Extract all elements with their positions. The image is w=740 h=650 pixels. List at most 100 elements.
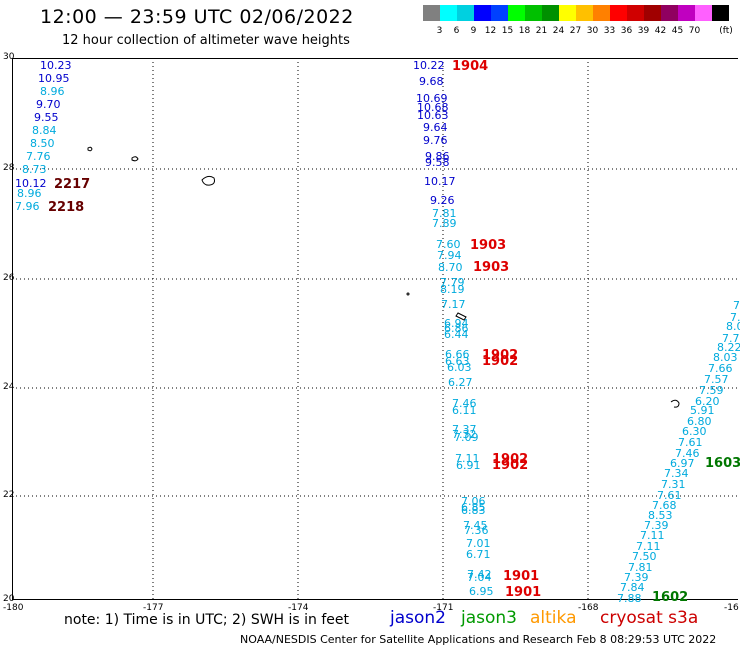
wave-height-label: 10.68 (417, 101, 449, 114)
wave-height-label: 6.80 (687, 415, 712, 428)
lon-label: -174 (288, 603, 309, 613)
time-tag-label: 1903 (470, 238, 507, 253)
scale-label: 3 (436, 26, 443, 36)
wave-height-label: 7.59 (699, 384, 724, 397)
wave-height-label: 7.46 (452, 397, 477, 410)
wave-height-label: 6.27 (448, 376, 473, 389)
time-tag-label: 1902 (482, 348, 519, 363)
wave-height-label: 10.17 (424, 175, 456, 188)
time-tag-label: 1904 (452, 59, 489, 74)
wave-height-label: 7. (730, 311, 740, 324)
scale-swatch (627, 5, 644, 21)
island-shape (87, 146, 93, 152)
footer-note: note: 1) Time is in UTC; 2) SWH is in fe… (64, 612, 350, 628)
wave-height-label: 5.91 (690, 404, 715, 417)
scale-label: 42 (654, 26, 667, 36)
wave-height-label: 7.50 (632, 550, 657, 563)
scale-swatch (695, 5, 712, 21)
scale-swatch (457, 5, 474, 21)
wave-height-label: 7.68 (652, 499, 677, 512)
wave-height-label: 6.03 (447, 361, 472, 374)
legend-cryosat-s3a: cryosat s3a (600, 608, 699, 628)
lon-label: -16 (724, 603, 739, 613)
wave-height-label: 6.44 (444, 328, 469, 341)
lat-label: 24 (3, 382, 15, 392)
time-tag-label: 1902 (492, 458, 529, 473)
wave-height-label: 7.7 (722, 332, 740, 345)
wave-height-label: 7.61 (657, 489, 682, 502)
scale-swatch (423, 5, 440, 21)
scale-swatch (525, 5, 542, 21)
island-shape (670, 399, 680, 408)
map-plot-area (12, 58, 738, 600)
island-shape (131, 156, 139, 162)
wave-height-label: 9.70 (36, 98, 61, 111)
scale-label: 12 (484, 26, 497, 36)
time-tag-label: 1901 (505, 585, 542, 600)
scale-label: 18 (518, 26, 531, 36)
wave-height-label: 7.46 (675, 447, 700, 460)
wave-height-label: 7.39 (624, 571, 649, 584)
wave-height-label: 10.12 (15, 177, 47, 190)
time-tag-label: 1903 (473, 260, 510, 275)
scale-swatch (610, 5, 627, 21)
wave-height-label: 7.57 (704, 373, 729, 386)
wave-height-label: 10.69 (416, 92, 448, 105)
scale-label: 24 (552, 26, 565, 36)
wave-height-label: 7.17 (441, 298, 466, 311)
lon-label: -177 (143, 603, 164, 613)
wave-height-label: 8.03 (713, 351, 738, 364)
scale-swatch (491, 5, 508, 21)
wave-height-label: 7.42 (467, 568, 492, 581)
wave-height-label: 8.96 (40, 85, 65, 98)
wave-height-label: 6.30 (682, 425, 707, 438)
wave-height-label: 7.39 (644, 519, 669, 532)
wave-height-label: 10.95 (38, 72, 70, 85)
wave-height-label: 8.50 (30, 137, 55, 150)
wave-height-label: 7.96 (15, 200, 40, 213)
time-tag-label: 1902 (492, 452, 529, 467)
wave-height-label: 7.11 (640, 529, 665, 542)
lat-label: 30 (3, 52, 15, 62)
wave-height-label: 6.83 (461, 504, 486, 517)
wave-height-label: 8.22 (717, 341, 740, 354)
lat-label: 22 (3, 490, 15, 500)
scale-label: 36 (620, 26, 633, 36)
wave-height-label: 7.66 (708, 362, 733, 375)
wave-height-label: 6.95 (469, 585, 494, 598)
scale-label: 39 (637, 26, 650, 36)
wave-height-label: 8.53 (648, 509, 673, 522)
time-tag-label: 1901 (503, 569, 540, 584)
wave-height-label: 7.61 (678, 436, 703, 449)
scale-swatch (542, 5, 559, 21)
wave-height-label: 9.64 (423, 121, 448, 134)
wave-height-label: 7.81 (432, 207, 457, 220)
wave-height-label: 6.71 (466, 548, 491, 561)
wave-height-label: 7.94 (437, 249, 462, 262)
lon-label: -180 (3, 603, 24, 613)
scale-label: 27 (569, 26, 582, 36)
wave-height-label: 7.81 (628, 561, 653, 574)
wave-height-label: 7.60 (436, 238, 461, 251)
wave-height-label: 6.85 (461, 501, 486, 514)
wave-height-label: 8.73 (22, 163, 47, 176)
wave-height-label: 7.04 (467, 571, 492, 584)
gridlines (12, 58, 738, 600)
scale-label: 33 (603, 26, 616, 36)
wave-height-label: 7.31 (661, 478, 686, 491)
wave-height-label: 9.55 (34, 111, 59, 124)
scale-label: 70 (688, 26, 701, 36)
wave-height-label: 8.19 (440, 283, 465, 296)
scale-swatch (678, 5, 695, 21)
wave-height-label: 6.11 (452, 404, 477, 417)
scale-label: 9 (470, 26, 477, 36)
legend-jason2: jason2 (390, 608, 446, 628)
credit-line: NOAA/NESDIS Center for Satellite Applica… (240, 633, 717, 646)
scale-unit: (ft) (719, 26, 733, 36)
wave-height-label: 9.68 (419, 75, 444, 88)
wave-height-label: 8.96 (17, 187, 42, 200)
lat-label: 28 (3, 163, 15, 173)
scale-swatch (576, 5, 593, 21)
scale-label: 15 (501, 26, 514, 36)
scale-swatch (712, 5, 729, 21)
